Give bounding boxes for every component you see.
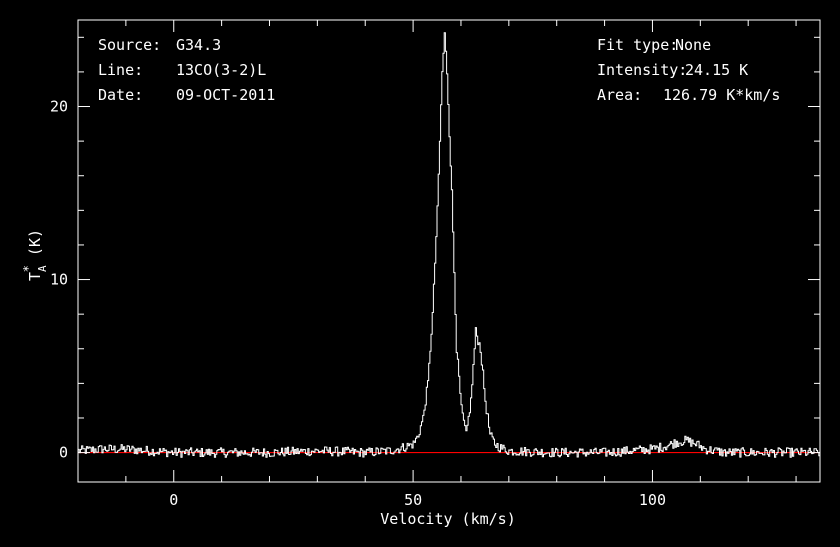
x-tick-label: 0 [169,491,178,509]
spectrum-line [78,32,821,458]
x-axis-label: Velocity (km/s) [380,510,515,528]
line-value: 13CO(3-2)L [176,61,266,79]
y-tick-label: 20 [50,98,68,116]
y-tick-label: 0 [59,444,68,462]
fit-type-label: Fit type: [597,36,678,54]
intensity-value: 24.15 K [685,61,748,79]
date-label: Date: [98,86,143,104]
y-axis-label: TA* (K) [21,229,49,281]
intensity-label: Intensity: [597,61,687,79]
date-value: 09-OCT-2011 [176,86,275,104]
line-label: Line: [98,61,143,79]
area-value: 126.79 K*km/s [663,86,780,104]
fit-type-value: None [675,36,711,54]
x-tick-label: 50 [404,491,422,509]
y-tick-label: 10 [50,271,68,289]
chart-marks [78,32,821,458]
x-tick-label: 100 [639,491,666,509]
source-value: G34.3 [176,36,221,54]
plot-frame [77,19,821,483]
source-label: Source: [98,36,161,54]
axis-ticks: 0 50 100 0 10 20 [50,20,820,509]
area-label: Area: [597,86,642,104]
svg-text:TA* (K): TA* (K) [21,229,49,281]
